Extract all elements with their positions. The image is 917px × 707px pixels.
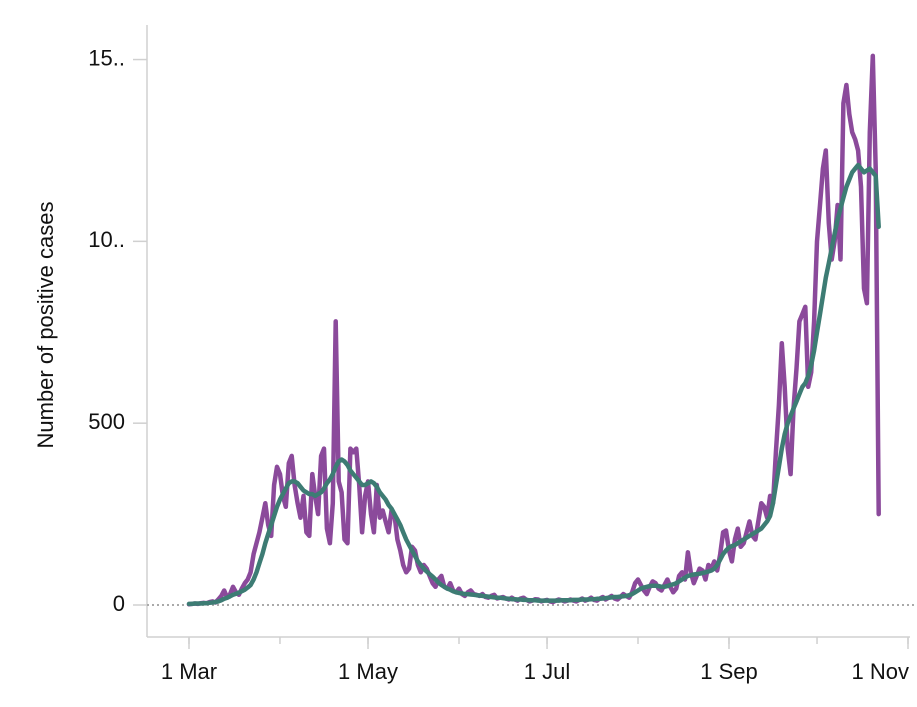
x-tick-label: 1 Mar	[161, 659, 217, 684]
y-axis-title: Number of positive cases	[33, 202, 58, 449]
y-tick-label: 0	[113, 591, 125, 616]
series-line	[186, 162, 881, 607]
y-tick-label: 500	[88, 409, 125, 434]
series-line	[186, 53, 881, 607]
y-tick-label: 10..	[88, 227, 125, 252]
x-tick-label: 1 Nov	[852, 659, 909, 684]
y-tick-label: 15..	[88, 45, 125, 70]
x-tick-label: 1 May	[338, 659, 398, 684]
x-tick-label: 1 Jul	[524, 659, 570, 684]
x-tick-label: 1 Sep	[700, 659, 758, 684]
